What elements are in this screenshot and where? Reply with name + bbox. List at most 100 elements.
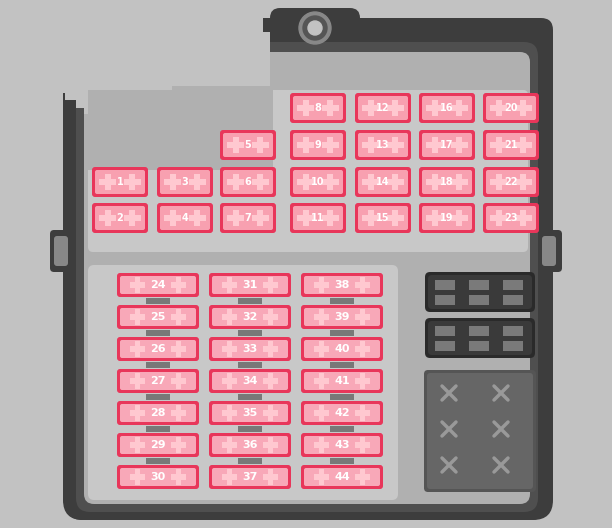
Text: 15: 15 (376, 213, 390, 223)
FancyBboxPatch shape (486, 206, 536, 230)
Bar (146, 394, 170, 400)
Circle shape (299, 12, 331, 44)
Bar (171, 378, 186, 384)
FancyBboxPatch shape (92, 203, 148, 233)
Bar (330, 362, 354, 368)
Bar (130, 346, 145, 352)
Text: 5: 5 (245, 140, 252, 150)
Bar (263, 378, 278, 384)
Bar (490, 179, 507, 185)
Bar (303, 100, 308, 116)
FancyBboxPatch shape (88, 90, 528, 252)
FancyBboxPatch shape (422, 170, 472, 194)
Bar (238, 362, 262, 368)
Bar (427, 179, 443, 185)
Bar (319, 437, 324, 452)
Text: 43: 43 (334, 440, 349, 450)
FancyBboxPatch shape (160, 170, 210, 194)
Bar (227, 341, 232, 357)
Bar (319, 309, 324, 325)
Bar (263, 474, 278, 479)
FancyBboxPatch shape (220, 203, 276, 233)
Text: 35: 35 (242, 408, 258, 418)
Bar (457, 100, 462, 116)
FancyBboxPatch shape (157, 203, 213, 233)
Bar (130, 474, 145, 479)
FancyBboxPatch shape (304, 404, 380, 422)
FancyBboxPatch shape (120, 340, 196, 358)
Bar (362, 179, 379, 185)
FancyBboxPatch shape (355, 167, 411, 197)
FancyBboxPatch shape (419, 93, 475, 123)
FancyBboxPatch shape (270, 18, 553, 118)
Text: 10: 10 (312, 177, 325, 187)
FancyBboxPatch shape (63, 60, 553, 520)
Bar (319, 277, 324, 293)
Bar (222, 378, 237, 384)
Bar (387, 142, 404, 148)
FancyBboxPatch shape (293, 206, 343, 230)
Bar (105, 210, 111, 227)
FancyBboxPatch shape (209, 401, 291, 425)
Bar (496, 210, 502, 227)
Bar (355, 346, 370, 352)
FancyBboxPatch shape (209, 433, 291, 457)
Bar (222, 314, 237, 319)
Bar (146, 458, 170, 464)
FancyBboxPatch shape (425, 318, 535, 358)
Bar (233, 137, 239, 154)
FancyBboxPatch shape (120, 404, 196, 422)
FancyBboxPatch shape (425, 272, 535, 312)
Bar (171, 410, 186, 416)
Bar (314, 474, 329, 479)
Bar (227, 215, 244, 221)
Bar (319, 469, 324, 485)
Text: 17: 17 (440, 140, 453, 150)
Bar (258, 174, 263, 191)
FancyBboxPatch shape (209, 465, 291, 489)
Bar (135, 469, 140, 485)
Bar (268, 406, 273, 421)
Text: 40: 40 (334, 344, 349, 354)
FancyBboxPatch shape (355, 203, 411, 233)
FancyBboxPatch shape (117, 433, 199, 457)
FancyBboxPatch shape (486, 96, 536, 120)
FancyBboxPatch shape (290, 167, 346, 197)
FancyBboxPatch shape (301, 401, 383, 425)
Bar (496, 100, 502, 116)
Bar (515, 142, 532, 148)
Text: 19: 19 (440, 213, 453, 223)
Bar (303, 174, 308, 191)
Bar (469, 295, 489, 305)
Bar (135, 406, 140, 421)
FancyBboxPatch shape (290, 203, 346, 233)
Bar (319, 373, 324, 389)
FancyBboxPatch shape (223, 133, 273, 157)
FancyBboxPatch shape (304, 276, 380, 294)
Text: 37: 37 (242, 472, 258, 482)
FancyBboxPatch shape (88, 160, 288, 248)
FancyBboxPatch shape (483, 93, 539, 123)
Text: 44: 44 (334, 472, 350, 482)
Bar (222, 410, 237, 416)
Bar (258, 137, 263, 154)
Bar (227, 373, 232, 389)
FancyBboxPatch shape (120, 372, 196, 390)
Bar (520, 174, 526, 191)
Text: 6: 6 (245, 177, 252, 187)
Bar (135, 373, 140, 389)
Bar (469, 326, 489, 336)
FancyBboxPatch shape (88, 90, 528, 248)
FancyBboxPatch shape (422, 96, 472, 120)
Bar (176, 277, 181, 293)
FancyBboxPatch shape (428, 321, 532, 355)
FancyBboxPatch shape (95, 206, 145, 230)
FancyBboxPatch shape (65, 32, 548, 520)
Text: 3: 3 (182, 177, 188, 187)
Bar (451, 215, 468, 221)
Bar (368, 210, 373, 227)
Bar (227, 437, 232, 452)
Bar (268, 341, 273, 357)
Text: 39: 39 (334, 312, 349, 322)
Bar (327, 174, 334, 191)
